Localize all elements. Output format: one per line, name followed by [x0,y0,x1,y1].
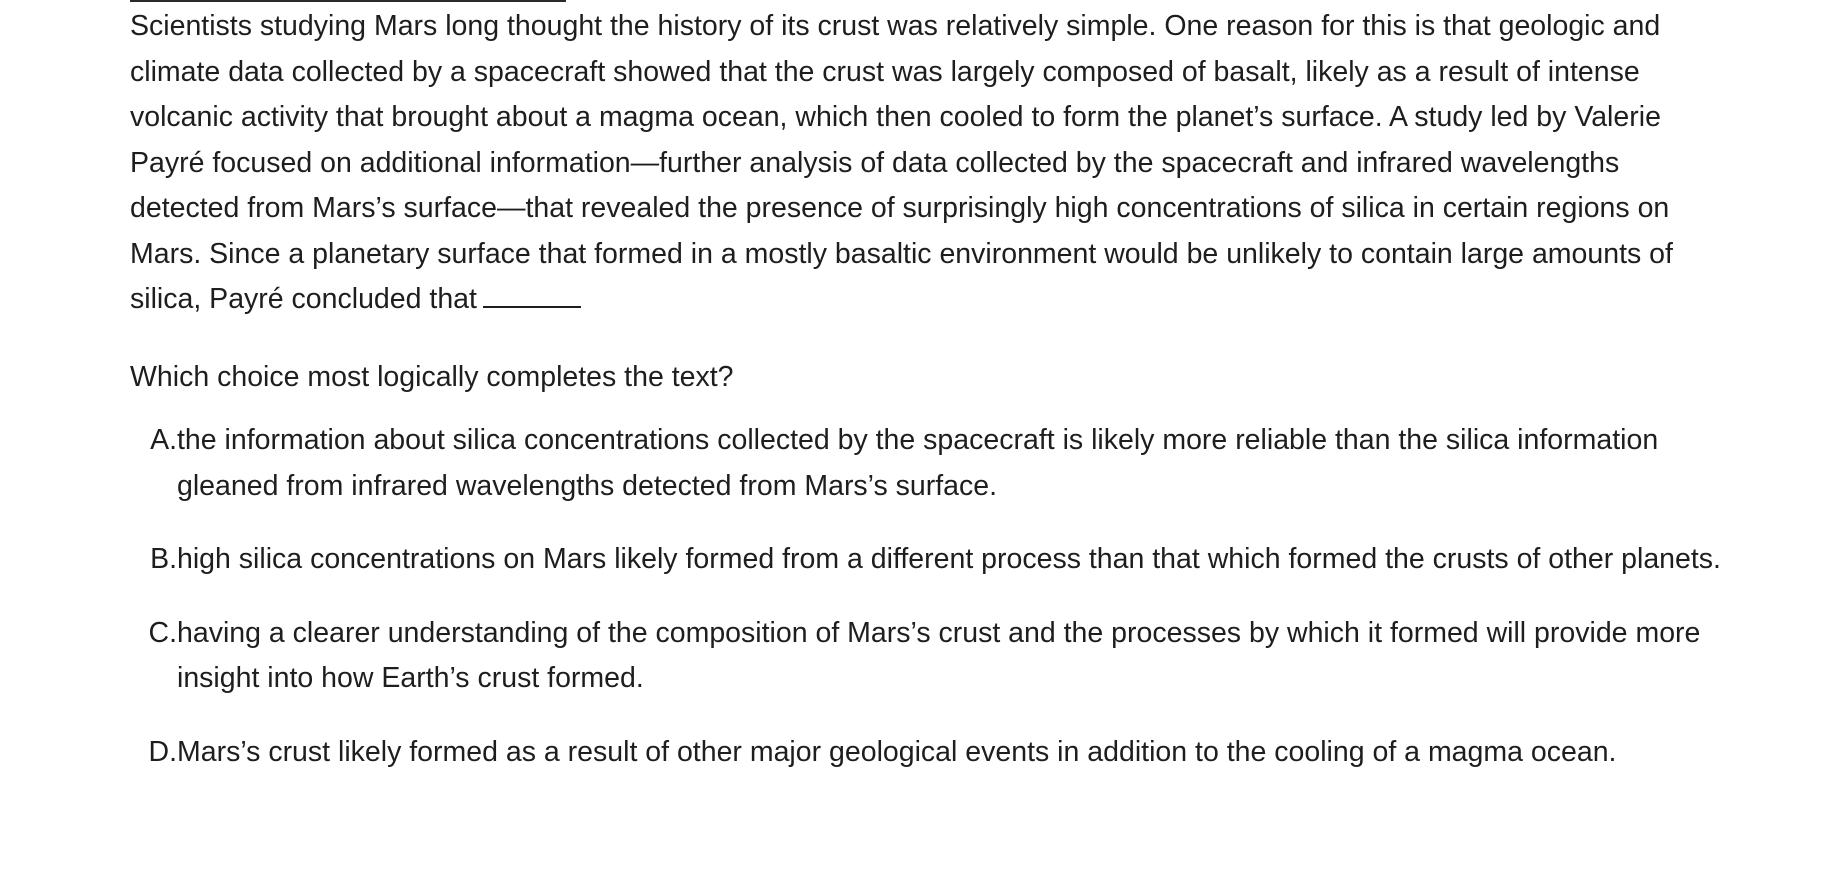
choice-c[interactable]: C. having a clearer understanding of the… [130,611,1730,702]
choice-d[interactable]: D. Mars’s crust likely formed as a resul… [130,730,1730,776]
top-divider [130,0,566,2]
question-container: Scientists studying Mars long thought th… [130,4,1730,803]
choice-text: Mars’s crust likely formed as a result o… [177,735,1617,768]
choice-text: high silica concentrations on Mars likel… [177,543,1721,575]
passage: Scientists studying Mars long thought th… [130,4,1730,323]
answer-blank [482,306,581,308]
answer-choices: A. the information about silica concentr… [130,418,1730,775]
choice-a[interactable]: A. the information about silica concentr… [130,418,1730,509]
question-prompt: Which choice most logically completes th… [130,360,734,393]
passage-text: Scientists studying Mars long thought th… [130,10,1673,315]
choice-letter: D. [148,735,178,768]
choice-letter: B. [150,543,177,575]
choice-b[interactable]: B. high silica concentrations on Mars li… [130,537,1730,583]
choice-letter: C. [148,616,178,649]
choice-text: having a clearer understanding of the co… [177,616,1701,695]
choice-text: the information about silica concentrati… [177,424,1659,502]
choice-letter: A. [150,424,177,456]
